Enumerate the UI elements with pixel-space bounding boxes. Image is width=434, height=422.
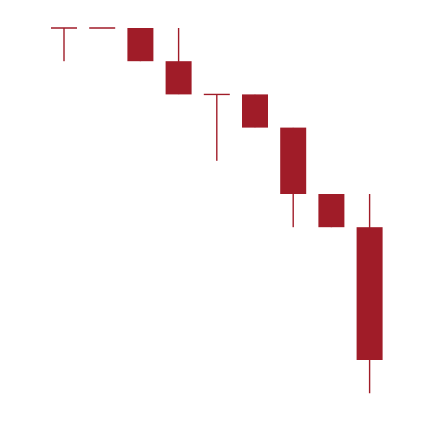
candle-body [318, 194, 345, 228]
candle-body [280, 127, 307, 194]
candle-8 [318, 194, 345, 228]
candle-6 [242, 94, 268, 128]
candle-9 [356, 194, 383, 394]
candle-3 [127, 28, 154, 62]
candle-1 [51, 27, 77, 62]
candle-4 [165, 28, 192, 95]
candle-body [356, 227, 383, 360]
candle-5 [203, 93, 230, 161]
candle-7 [280, 127, 307, 228]
candle-body [165, 61, 192, 95]
candle-body [242, 94, 268, 128]
candle-body [127, 28, 154, 62]
